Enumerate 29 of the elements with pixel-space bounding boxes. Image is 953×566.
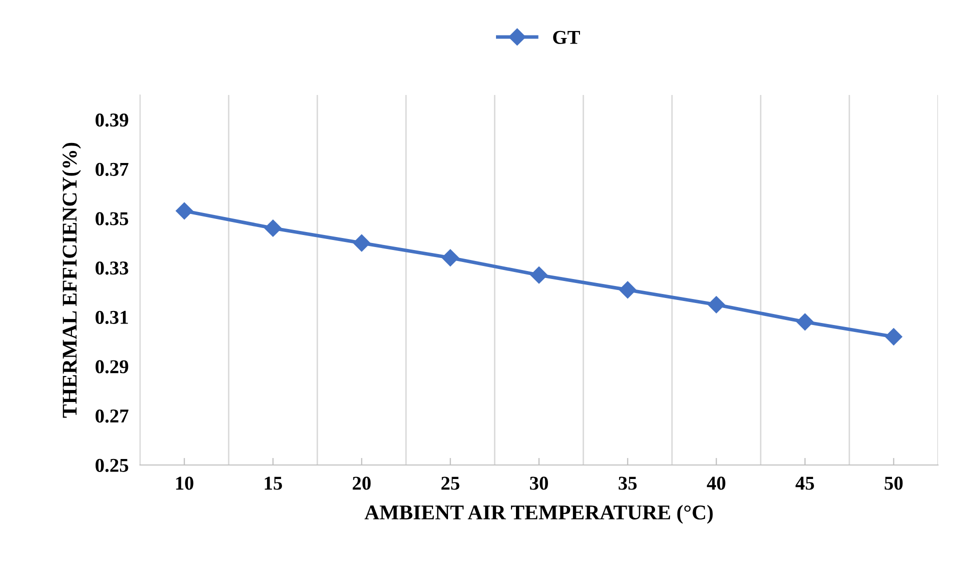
y-tick-label: 0.25 [96, 458, 128, 472]
point [530, 266, 548, 284]
point [708, 296, 725, 314]
point [176, 202, 193, 220]
point [885, 328, 902, 346]
y-axis-title: THERMAL EFFICIENCY(%) [62, 142, 81, 418]
point [796, 313, 814, 330]
x-tick-label: 15 [264, 476, 282, 490]
y-tick-label: 0.33 [96, 261, 128, 275]
x-tick-label: 50 [884, 476, 903, 490]
y-tick-label: 0.31 [96, 310, 128, 324]
point [442, 249, 459, 266]
y-tick-label: 0.27 [96, 409, 128, 423]
y-tick-label: 0.29 [96, 360, 128, 374]
point [353, 234, 370, 252]
x-tick-label: 20 [352, 476, 371, 490]
point [264, 220, 282, 237]
x-tick-label: 30 [530, 476, 548, 490]
x-axis-title: AMBIENT AIR TEMPERATURE (°C) [364, 504, 713, 524]
y-tick-label: 0.37 [96, 162, 128, 176]
x-tick-label: 40 [706, 476, 726, 490]
x-tick-label: 45 [796, 476, 814, 490]
point [619, 281, 636, 298]
y-tick-label: 0.39 [96, 113, 128, 127]
x-tick-label: 10 [176, 476, 194, 490]
x-tick-label: 25 [441, 476, 460, 490]
x-tick-label: 35 [618, 476, 637, 490]
legend-label: GT [553, 30, 580, 44]
y-tick-label: 0.35 [96, 212, 128, 226]
